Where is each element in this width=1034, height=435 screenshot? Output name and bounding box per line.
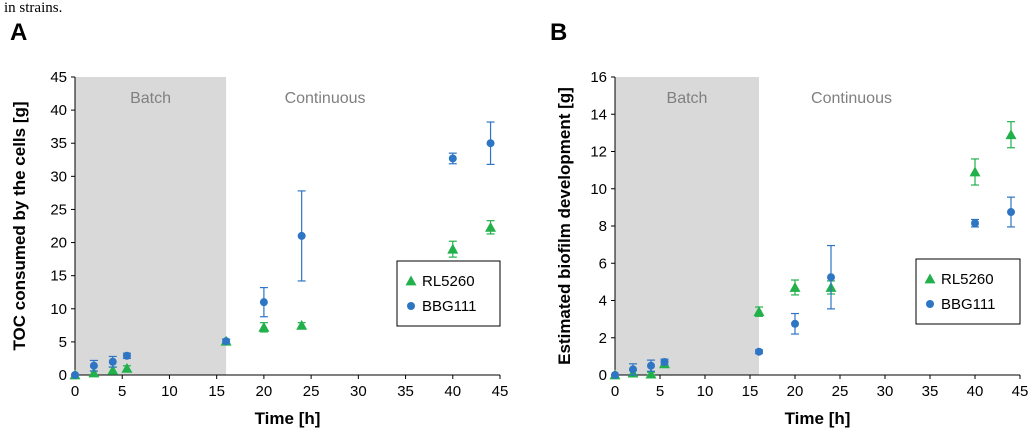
data-point-bbg111 [660,357,669,366]
data-point-bbg111 [755,347,763,356]
y-tick-label: 0 [59,367,67,384]
batch-region [615,77,759,375]
data-point-rl5260 [258,321,270,332]
legend-marker-rl5260 [405,275,417,286]
y-axis-title: TOC consumed by the cells [g] [10,101,29,350]
x-tick-label: 15 [742,383,759,400]
y-tick-label: 6 [599,255,607,272]
data-point-bbg111 [629,365,637,374]
x-tick-label: 25 [832,383,849,400]
header-fragment: in strains. [4,0,62,16]
data-point-bbg111 [486,139,495,148]
data-point-rl5260 [645,368,657,379]
y-tick-label: 45 [50,69,67,86]
legend-box [396,260,501,327]
data-point-rl5260 [485,221,497,232]
data-point-rl5260 [789,281,801,292]
data-point-bbg111 [89,361,98,370]
y-tick-label: 12 [590,144,607,161]
data-point-bbg111 [827,273,835,282]
data-point-bbg111 [71,371,79,379]
data-point-rl5260 [296,319,308,330]
data-point-bbg111 [297,231,306,240]
legend-label-rl5260: RL5260 [422,273,475,290]
x-tick-label: 40 [967,383,984,400]
data-point-bbg111 [971,219,979,228]
x-tick-label: 10 [161,383,178,400]
y-tick-label: 10 [590,181,607,198]
x-tick-label: 45 [492,383,509,400]
x-tick-label: 30 [350,383,367,400]
data-point-bbg111 [222,337,231,346]
x-tick-label: 45 [1012,383,1029,400]
legend-label-bbg111: BBG111 [422,298,476,315]
y-tick-label: 20 [50,235,67,252]
panel-label: B [550,19,567,46]
batch-region [75,77,227,375]
y-tick-label: 8 [599,218,607,235]
data-point-bbg111 [108,357,117,366]
x-tick-label: 0 [71,383,79,400]
x-tick-label: 15 [208,383,225,400]
y-tick-label: 5 [59,334,67,351]
y-axis-title: Estimated biofilm development [g] [555,87,574,365]
x-tick-label: 20 [787,383,804,400]
y-tick-label: 35 [50,135,67,152]
data-point-rl5260 [88,367,100,378]
x-axis-title: Time [h] [255,409,321,428]
y-tick-label: 2 [599,330,607,347]
panel-a: Batch Continuous 0 5 10 15 20 25 30 35 40 45 0 5 10 15 2… [10,19,508,428]
data-point-rl5260 [1005,129,1017,140]
x-tick-label: 0 [611,383,619,400]
x-tick-label: 5 [656,383,664,400]
panel-b: Batch Continuous 0 2 4 6 8 10 12 14 16 0 5 10 15 20 25 30… [550,19,1028,428]
x-tick-label: 35 [397,383,414,400]
y-tick-label: 16 [590,69,607,86]
data-point-bbg111 [448,154,457,163]
continuous-label: Continuous [285,90,366,107]
data-point-bbg111 [611,371,619,379]
y-tick-label: 25 [50,201,67,218]
data-point-bbg111 [791,319,799,328]
y-tick-label: 10 [50,301,67,318]
batch-label: Batch [667,90,708,107]
legend-box [915,258,1021,325]
data-point-rl5260 [969,166,981,177]
y-tick-label: 30 [50,168,67,185]
data-point-bbg111 [1007,208,1015,217]
data-point-bbg111 [259,298,268,307]
data-point-rl5260 [107,364,119,375]
x-tick-label: 35 [922,383,939,400]
y-tick-label: 4 [599,293,607,310]
x-tick-label: 5 [118,383,126,400]
data-point-rl5260 [447,243,459,254]
x-tick-label: 20 [256,383,273,400]
legend-marker-bbg111 [407,302,415,310]
data-point-rl5260 [121,362,133,373]
continuous-label: Continuous [811,90,892,107]
y-tick-label: 14 [590,106,607,123]
data-point-bbg111 [122,351,131,360]
y-tick-label: 0 [599,367,607,384]
x-tick-label: 10 [697,383,714,400]
legend-marker-bbg111 [926,300,934,308]
data-point-bbg111 [647,361,655,370]
x-tick-label: 30 [877,383,894,400]
legend-label-bbg111: BBG111 [941,296,995,313]
data-point-rl5260 [753,306,765,317]
x-axis-title: Time [h] [785,409,851,428]
y-tick-label: 15 [50,268,67,285]
x-tick-label: 25 [303,383,320,400]
panel-label: A [10,19,27,46]
x-tick-label: 40 [444,383,461,400]
legend-marker-rl5260 [924,273,936,284]
legend-label-rl5260: RL5260 [941,271,994,288]
y-tick-label: 40 [50,102,67,119]
batch-label: Batch [130,90,171,107]
